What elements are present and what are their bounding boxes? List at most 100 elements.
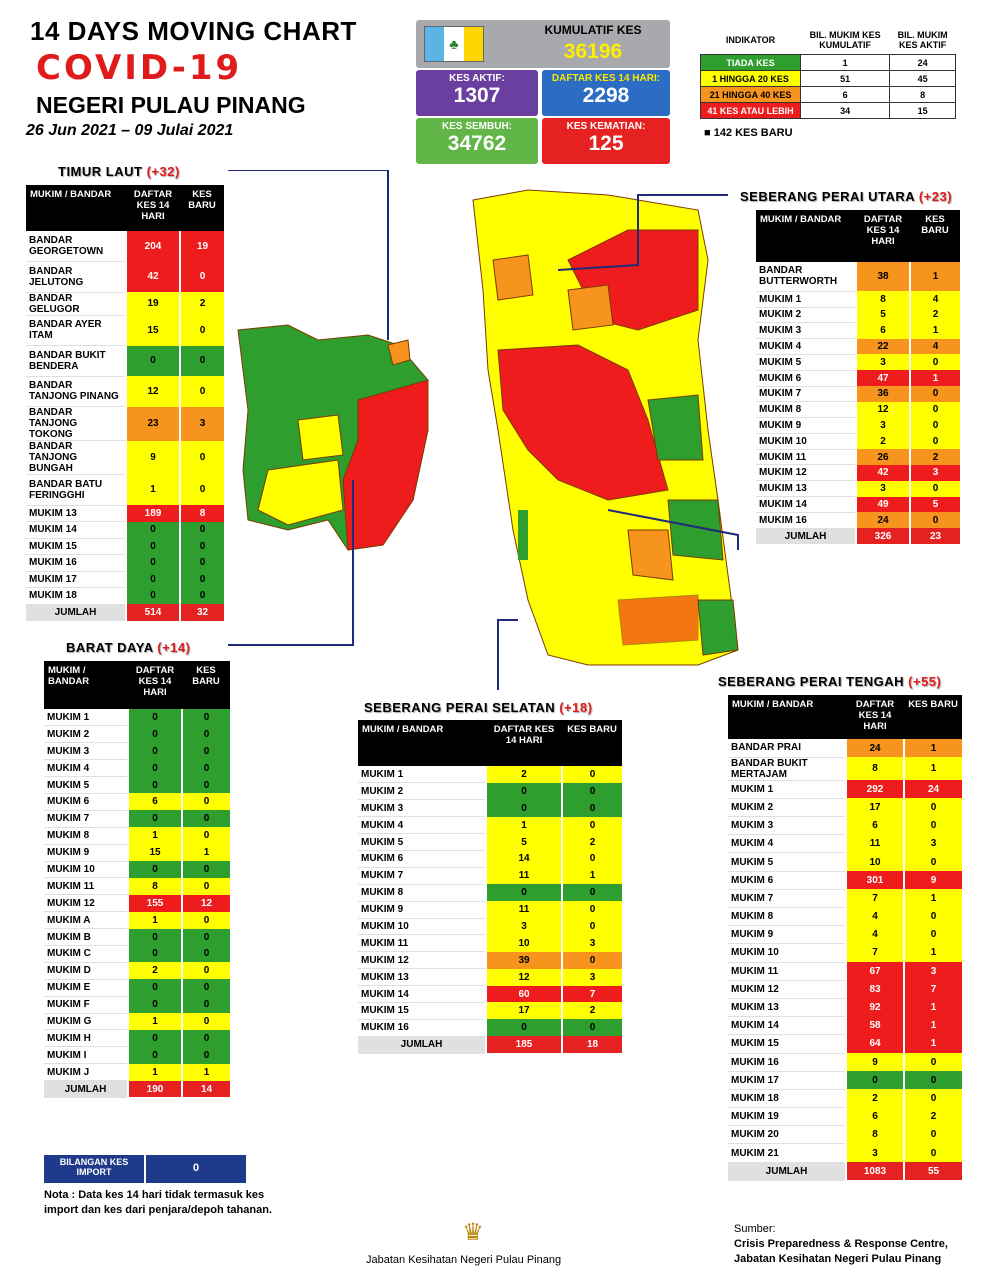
mukim-name: MUKIM 13 [756, 480, 856, 498]
mukim-name: BANDAR TANJONG BUNGAH [26, 440, 126, 476]
total-row: JUMLAH 190 14 [44, 1080, 230, 1098]
total-label: JUMLAH [44, 1080, 128, 1098]
legend-kum: 51 [799, 70, 891, 87]
mukim-name: MUKIM 2 [44, 725, 128, 744]
table-row: MUKIM 10 3 0 [358, 918, 622, 936]
mukim-name: MUKIM 7 [728, 889, 846, 909]
mukim-name: BANDAR GELUGOR [26, 292, 126, 316]
mukim-name: MUKIM 3 [358, 799, 486, 818]
daftar-value: 0 [127, 776, 182, 794]
baru-value: 0 [181, 877, 230, 895]
daftar-value: 0 [125, 345, 180, 377]
daftar-value: 3 [855, 480, 910, 497]
daftar-value: 12 [125, 376, 180, 407]
header-mukim: MUKIM / BANDAR [728, 695, 846, 739]
total-row: JUMLAH 326 23 [756, 528, 960, 545]
daftar-value: 1 [127, 911, 182, 929]
baru-value: 0 [909, 354, 960, 371]
source-line1: Crisis Preparedness & Response Centre, [734, 1238, 948, 1250]
daftar-value: 2 [845, 1089, 904, 1108]
daftar-value: 9 [125, 440, 180, 475]
note-text: Nota : Data kes 14 hari tidak termasuk k… [44, 1189, 272, 1216]
table-row: MUKIM 12 39 0 [358, 951, 622, 970]
table-row: MUKIM 12 155 12 [44, 894, 230, 913]
mukim-name: MUKIM 8 [728, 907, 846, 927]
daftar-value: 24 [845, 739, 904, 758]
table-row: BANDAR TANJONG PINANG 12 0 [26, 376, 224, 408]
source-block: Sumber: Crisis Preparedness & Response C… [734, 1222, 948, 1267]
total-daftar: 326 [855, 528, 910, 544]
total-daftar: 185 [485, 1036, 562, 1054]
daftar-value: 11 [845, 834, 904, 853]
table-row: MUKIM 17 0 0 [728, 1071, 962, 1090]
header-daftar: DAFTAR KES 14 HARI [126, 185, 180, 231]
daftar-value: 3 [845, 1143, 904, 1163]
mukim-name: BANDAR GEORGETOWN [26, 231, 126, 263]
table-row: MUKIM 14 0 0 [26, 521, 224, 539]
mukim-name: MUKIM 9 [358, 901, 486, 919]
daftar-value: 23 [125, 406, 180, 441]
table-row: MUKIM 7 36 0 [756, 386, 960, 403]
table-row: MUKIM 5 10 0 [728, 852, 962, 872]
header-baru: KES BARU [562, 720, 622, 766]
baru-value: 0 [909, 401, 960, 418]
baru-value: 4 [909, 291, 960, 308]
daftar-value: 38 [855, 262, 910, 292]
baru-value: 0 [181, 962, 230, 980]
mukim-name: MUKIM 5 [358, 833, 486, 851]
spt-table: MUKIM / BANDAR DAFTAR KES 14 HARI KES BARU… [728, 695, 962, 1181]
daftar-value: 6 [845, 816, 904, 835]
table-row: MUKIM 20 8 0 [728, 1125, 962, 1145]
baru-value: 19 [179, 231, 224, 262]
daftar-value: 0 [127, 810, 182, 828]
daftar-value: 64 [845, 1034, 904, 1053]
aktif-box: KES AKTIF: 1307 [416, 70, 538, 116]
baru-value: 0 [179, 571, 224, 588]
mukim-name: MUKIM 1 [728, 780, 846, 799]
daftar-value: 4 [845, 907, 904, 926]
baru-value: 0 [179, 376, 224, 407]
baru-value: 0 [909, 417, 960, 434]
legend-col-indikator: INDIKATOR [725, 35, 776, 45]
baru-value: 1 [909, 370, 960, 386]
mukim-name: MUKIM A [44, 911, 128, 930]
mukim-name: BANDAR TANJONG TOKONG [26, 406, 126, 442]
baru-value: 7 [561, 985, 622, 1003]
total-row: JUMLAH 1083 55 [728, 1162, 962, 1181]
table-row: MUKIM 10 0 0 [44, 861, 230, 879]
spu-title: SEBERANG PERAI UTARA (+23) [740, 189, 952, 204]
daftar-value: 204 [125, 231, 180, 262]
baru-value: 1 [903, 889, 962, 908]
penang-map [228, 170, 739, 690]
barat-daya-title: BARAT DAYA (+14) [66, 640, 190, 655]
baru-value: 0 [561, 782, 622, 800]
total-baru: 55 [903, 1162, 962, 1181]
baru-value: 0 [179, 521, 224, 539]
total-baru: 14 [181, 1080, 230, 1098]
legend-aktif: 15 [889, 102, 956, 119]
table-row: MUKIM 14 60 7 [358, 985, 622, 1003]
total-daftar: 190 [127, 1080, 182, 1098]
daftar-value: 4 [845, 925, 904, 944]
daftar-value: 3 [485, 918, 562, 935]
flag-icon: ♣ [424, 26, 484, 62]
daftar-value: 0 [845, 1071, 904, 1090]
aktif-value: 1307 [453, 84, 501, 107]
baru-value: 0 [903, 1071, 962, 1090]
mukim-name: BANDAR TANJONG PINANG [26, 376, 126, 408]
mukim-name: MUKIM 16 [728, 1053, 846, 1072]
mukim-name: MUKIM 10 [756, 433, 856, 450]
daftar-value: 7 [845, 889, 904, 908]
table-row: MUKIM 10 7 1 [728, 943, 962, 963]
baru-value: 0 [561, 850, 622, 868]
table-row: MUKIM 6 47 1 [756, 370, 960, 387]
baru-value: 0 [561, 766, 622, 783]
baru-value: 0 [561, 901, 622, 919]
